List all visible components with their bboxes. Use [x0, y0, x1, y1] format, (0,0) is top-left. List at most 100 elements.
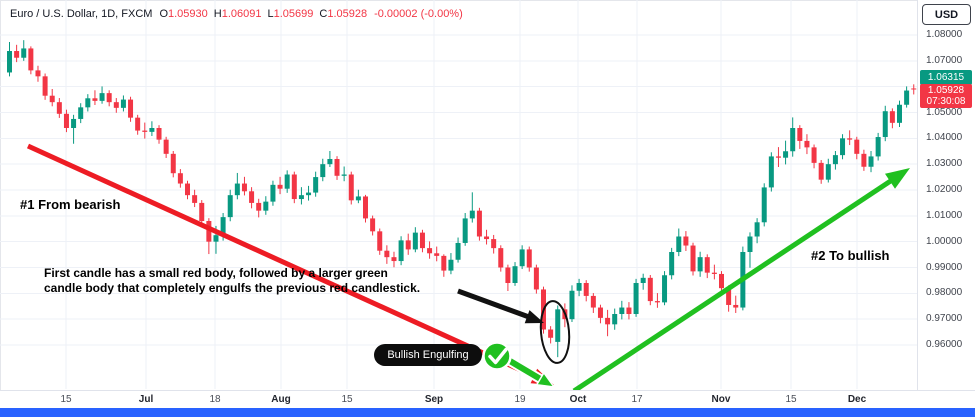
candle-body: [669, 252, 675, 276]
candle-body: [519, 249, 525, 267]
candle-body: [441, 255, 447, 271]
time-axis-label: 15: [341, 394, 353, 405]
price-axis[interactable]: USD 1.06315 1.05928 07:30:08 1.08000 1.07…: [917, 0, 975, 390]
candle-body: [28, 48, 34, 71]
candle-body: [897, 104, 902, 123]
candle-body: [818, 162, 824, 180]
candle-body: [840, 138, 846, 156]
candle-body: [775, 156, 781, 158]
candle-body: [662, 275, 668, 303]
candle-countdown: 07:30:08: [926, 95, 966, 107]
candle-body: [355, 196, 361, 201]
price-axis-label: 1.05000: [926, 106, 963, 118]
time-axis-label: Nov: [711, 394, 731, 405]
candle-body: [334, 159, 340, 176]
candle-body: [113, 102, 119, 108]
time-axis-label: 15: [60, 394, 72, 405]
price-axis-label: 0.99000: [926, 261, 963, 273]
candle-body: [576, 283, 582, 291]
candle-body: [555, 309, 561, 342]
candle-body: [683, 236, 689, 246]
candle-body: [804, 140, 810, 148]
candle-body: [78, 107, 84, 119]
candle-body: [768, 156, 774, 188]
candle-body: [811, 147, 817, 163]
candle-body: [163, 139, 169, 154]
candle-body: [448, 259, 454, 271]
bearish-trend-arrow-line: [26, 143, 538, 380]
candle-body: [690, 245, 696, 272]
candle-body: [427, 248, 433, 254]
bullish-trend-arrow-line: [572, 177, 894, 390]
currency-button[interactable]: USD: [922, 4, 971, 25]
candle-body: [384, 250, 390, 258]
candle-body: [626, 307, 632, 314]
candle-body: [583, 283, 589, 296]
candle-body: [142, 130, 148, 132]
badge-arrow-line: [508, 358, 544, 383]
candle-body: [911, 88, 917, 90]
candle-body: [71, 118, 77, 128]
candle-body: [633, 283, 639, 314]
candle-body: [277, 184, 283, 189]
candle-body: [92, 98, 98, 101]
candles-layer: [7, 40, 917, 358]
candle-body: [234, 183, 240, 196]
candle-body: [654, 301, 660, 303]
candle-body: [185, 183, 190, 196]
price-chart-canvas[interactable]: [0, 0, 917, 390]
candle-body: [605, 317, 611, 325]
candle-body: [135, 117, 141, 131]
upper-price-value: 1.06315: [927, 71, 965, 83]
candle-body: [341, 174, 347, 176]
candle-body: [14, 51, 20, 58]
annotations-layer: [26, 143, 910, 390]
candle-body: [227, 195, 233, 218]
time-axis[interactable]: 15 Jul 18 Aug 15 Sep 19 Oct 17 Nov 15 Dec: [0, 390, 975, 408]
time-axis-label: Jul: [138, 394, 154, 405]
candle-body: [569, 290, 575, 320]
time-axis-label: Aug: [271, 394, 291, 405]
to-bullish-label: #2 To bullish: [811, 248, 890, 263]
ohlc-c: C1.05928: [319, 8, 368, 20]
price-axis-label: 1.01000: [926, 209, 963, 221]
candle-body: [754, 222, 760, 237]
last-price-value: 1.05928: [927, 84, 965, 96]
candle-body: [206, 221, 212, 242]
candle-body: [398, 240, 404, 262]
candle-body: [99, 93, 105, 101]
candle-body: [156, 128, 162, 140]
price-axis-label: 1.03000: [926, 158, 963, 170]
engulfing-note: First candle has a small red body, follo…: [44, 266, 420, 296]
candle-body: [419, 232, 425, 249]
candle-body: [548, 329, 554, 338]
candle-body: [412, 232, 418, 250]
candle-body: [120, 99, 126, 108]
price-axis-label: 1.07000: [926, 54, 963, 66]
candle-body: [377, 231, 383, 251]
candle-body: [313, 177, 319, 193]
candle-body: [49, 95, 55, 103]
candle-body: [697, 257, 703, 272]
candle-body: [149, 128, 155, 132]
candle-body: [704, 257, 710, 273]
candle-body: [825, 164, 831, 180]
time-axis-label: 19: [514, 394, 526, 405]
candle-body: [476, 210, 482, 237]
candle-body: [128, 99, 134, 118]
symbol-title[interactable]: Euro / U.S. Dollar, 1D, FXCM: [10, 8, 153, 20]
candle-body: [533, 267, 539, 290]
price-axis-label: 1.08000: [926, 29, 963, 40]
candle-body: [320, 164, 326, 178]
candle-body: [370, 218, 376, 232]
bullish-engulfing-badge: Bullish Engulfing: [374, 344, 482, 366]
candle-body: [854, 139, 860, 154]
price-axis-label: 0.97000: [926, 313, 963, 325]
candle-body: [213, 235, 219, 242]
candle-body: [719, 273, 724, 289]
candle-body: [462, 218, 468, 243]
change-value: -0.00002 (-0.00%): [374, 8, 463, 20]
candle-body: [484, 236, 490, 240]
candle-body: [676, 236, 682, 252]
